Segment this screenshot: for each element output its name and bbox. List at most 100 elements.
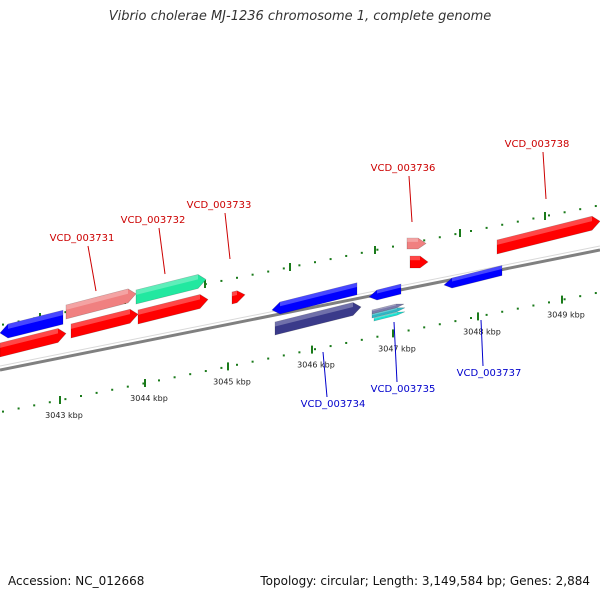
gene-red-partial-body (0, 328, 67, 358)
gene-vcd-003735-upper-gloss (377, 284, 401, 294)
gene-vcd-003737[interactable] (443, 265, 503, 289)
lower-track-dot (532, 304, 535, 307)
lower-track-dot (345, 341, 348, 344)
gene-vcd-003732-gloss (136, 274, 198, 295)
upper-track-dot (579, 208, 582, 211)
upper-track-dot (454, 233, 457, 236)
lower-track-dot (189, 373, 192, 376)
gene-vcd-003735-a[interactable] (371, 303, 405, 315)
gene-blue-partial-body (0, 309, 64, 339)
gene-label-reverse[interactable]: VCD_003734 (301, 399, 366, 410)
lower-track-dot (95, 391, 98, 394)
gene-label-forward[interactable]: VCD_003731 (50, 233, 115, 244)
gene-red-partial[interactable] (0, 328, 67, 358)
gene-vcd-003731-body (70, 308, 139, 339)
gene-label-forward[interactable]: VCD_003736 (371, 163, 436, 174)
upper-track-dot (392, 245, 394, 248)
upper-track-dot (298, 264, 301, 267)
gene-leader-line (158, 227, 166, 275)
gene-vcd-003735-upper[interactable] (368, 283, 402, 301)
upper-track-dot (236, 276, 238, 279)
lower-track-dot (173, 376, 176, 379)
gene-vcd-003737-gloss (452, 265, 502, 282)
upper-track-dot (360, 251, 363, 254)
lower-track-dot (64, 398, 67, 401)
gene-vcd-003735-c-body (373, 311, 406, 322)
gene-leader-line (408, 175, 413, 223)
lower-track-dot (454, 320, 457, 323)
gene-vcd-003735-a-gloss (372, 304, 396, 312)
lower-track-dot (236, 363, 238, 366)
gene-vcd-003738-body (496, 215, 600, 255)
lower-track-dot (516, 307, 519, 310)
upper-track-dot (282, 267, 285, 270)
upper-track-dot (251, 273, 254, 276)
scale-tick-label: 3044 kbp (130, 394, 168, 403)
gene-vcd-003734-body (271, 282, 358, 315)
lower-track-dot (251, 360, 254, 363)
scale-tick-label: 3047 kbp (378, 344, 416, 353)
lower-track-dot (501, 310, 504, 313)
gene-vcd-003734[interactable] (271, 282, 358, 315)
lower-track-dot (111, 388, 114, 391)
gene-label-forward[interactable]: VCD_003733 (187, 200, 252, 211)
scale-tick-label: 3046 kbp (297, 361, 335, 370)
gene-blue-partial-gloss (8, 310, 63, 329)
gene-vcd-003732[interactable] (135, 274, 207, 305)
gene-label-reverse[interactable]: VCD_003735 (371, 384, 436, 395)
gene-vcd-003736[interactable] (409, 255, 429, 269)
gene-vcd-003735-c[interactable] (373, 311, 406, 322)
lower-track-dot (423, 326, 426, 329)
upper-track-dot (2, 323, 4, 326)
gene-vcd-003738-gloss (497, 216, 592, 245)
scale-tick-label: 3045 kbp (213, 377, 251, 386)
upper-track-dot (594, 205, 597, 208)
lower-track-dot (298, 351, 301, 354)
upper-track-dot (267, 270, 270, 273)
lower-track-dot (80, 395, 82, 397)
lower-track-dot (485, 313, 488, 316)
gene-vcd-003736-domain-body (406, 237, 427, 250)
gene-vcd-003732-lower[interactable] (137, 294, 209, 325)
gene-label-forward[interactable]: VCD_003738 (505, 139, 570, 150)
gene-red-partial-gloss (0, 328, 58, 348)
gene-vcd-003735-b-body (371, 307, 406, 319)
gene-vcd-003736-domain-gloss (407, 238, 418, 242)
upper-track-dot (314, 261, 316, 264)
lower-track-dot (142, 382, 145, 385)
upper-track-dot (516, 220, 519, 223)
gene-vcd-003737-body (443, 265, 503, 289)
gene-vcd-003738[interactable] (496, 215, 600, 255)
lower-track-dot (158, 379, 160, 382)
gene-leader-line (322, 351, 328, 398)
gene-vcd-003735-a-body (371, 303, 405, 315)
scale-tick-label: 3049 kbp (547, 311, 585, 320)
gene-vcd-003734-gloss (280, 282, 357, 307)
gene-leader-line (87, 245, 97, 292)
gene-vcd-003736-body (409, 255, 429, 269)
lower-track-dot (126, 385, 129, 388)
lower-track-dot (329, 345, 332, 348)
upper-track-dot (220, 279, 223, 282)
gene-vcd-003733[interactable] (231, 290, 246, 305)
upper-track-dot (423, 239, 426, 242)
gene-vcd-003731-domain-body (65, 288, 137, 320)
lower-track-dot (407, 329, 410, 332)
gene-vcd-003731[interactable] (70, 308, 139, 339)
lower-track-dot (548, 301, 550, 304)
gene-vcd-003734-domain[interactable] (274, 302, 362, 336)
gene-vcd-003734-domain-gloss (275, 302, 353, 327)
scale-tick-label: 3043 kbp (45, 411, 83, 420)
gene-blue-partial[interactable] (0, 309, 64, 339)
gene-vcd-003736-domain[interactable] (406, 237, 427, 250)
gene-vcd-003735-b[interactable] (371, 307, 406, 319)
gene-vcd-003734-domain-body (274, 302, 362, 336)
lower-track-dot (204, 370, 207, 373)
map-title: Vibrio cholerae MJ-1236 chromosome 1, co… (108, 9, 492, 24)
gene-vcd-003731-gloss (71, 309, 130, 329)
gene-vcd-003731-domain[interactable] (65, 288, 137, 320)
gene-label-forward[interactable]: VCD_003732 (121, 215, 186, 226)
gene-label-reverse[interactable]: VCD_003737 (457, 368, 522, 379)
gene-leader-line (480, 319, 484, 367)
